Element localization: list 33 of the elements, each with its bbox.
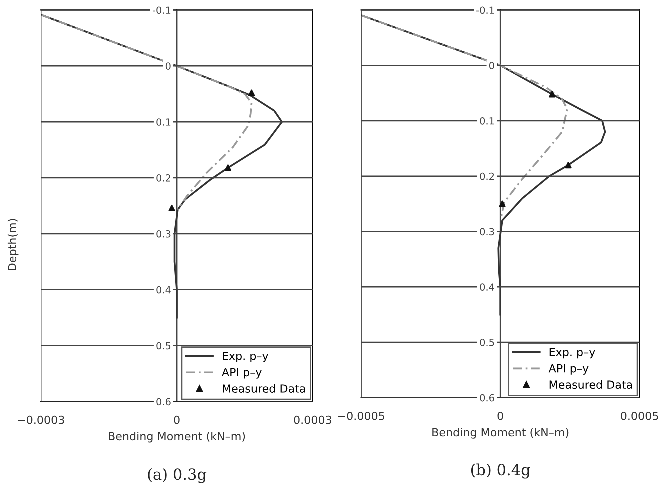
text: (b) 0.4g [471, 464, 530, 479]
legend-label: Exp. p–y [550, 348, 596, 359]
y-tick-label: 0.6 [156, 398, 171, 406]
legend-label: Exp. p–y [223, 352, 269, 362]
y-tick-label: 0.3 [480, 228, 494, 236]
y-tick-label: 0 [166, 62, 171, 70]
y-tick-label: 0.6 [480, 394, 494, 402]
y-tick-label: 0.2 [480, 172, 494, 180]
y-tick-label: 0 [489, 62, 494, 70]
y-tick-label: -0.1 [476, 6, 494, 14]
legend-label: API p–y [222, 368, 262, 379]
x-tick-label: 0.0003 [294, 416, 332, 424]
y-tick-label: 0.1 [480, 117, 494, 125]
y-tick-label: 0.4 [480, 284, 494, 291]
x-tick-label: −0.0005 [338, 412, 384, 420]
x-axis-title: Bending Moment (kN–m) [432, 428, 569, 439]
y-tick-label: 0.3 [156, 230, 171, 238]
text: (a) 0.3g [148, 468, 207, 484]
y-tick-label: 0.2 [156, 174, 170, 182]
legend-label: Measured Data [223, 384, 306, 393]
y-axis-title: Depth(m) [8, 219, 19, 271]
x-tick-label: 0 [498, 412, 504, 420]
y-tick-label: -0.1 [152, 6, 171, 14]
legend-label: API p–y [548, 364, 589, 375]
legend-label: Measured Data [550, 380, 632, 390]
y-tick-label: 0.1 [156, 118, 171, 126]
y-tick-label: 0.5 [156, 342, 171, 350]
x-tick-label: −0.0003 [18, 416, 64, 424]
x-tick-label: 0 [174, 416, 180, 424]
x-tick-label: 0.0005 [621, 412, 658, 420]
y-tick-label: 0.4 [156, 286, 171, 294]
y-tick-label: 0.5 [480, 338, 494, 346]
x-axis-title: Bending Moment (kN–m) [109, 432, 246, 443]
